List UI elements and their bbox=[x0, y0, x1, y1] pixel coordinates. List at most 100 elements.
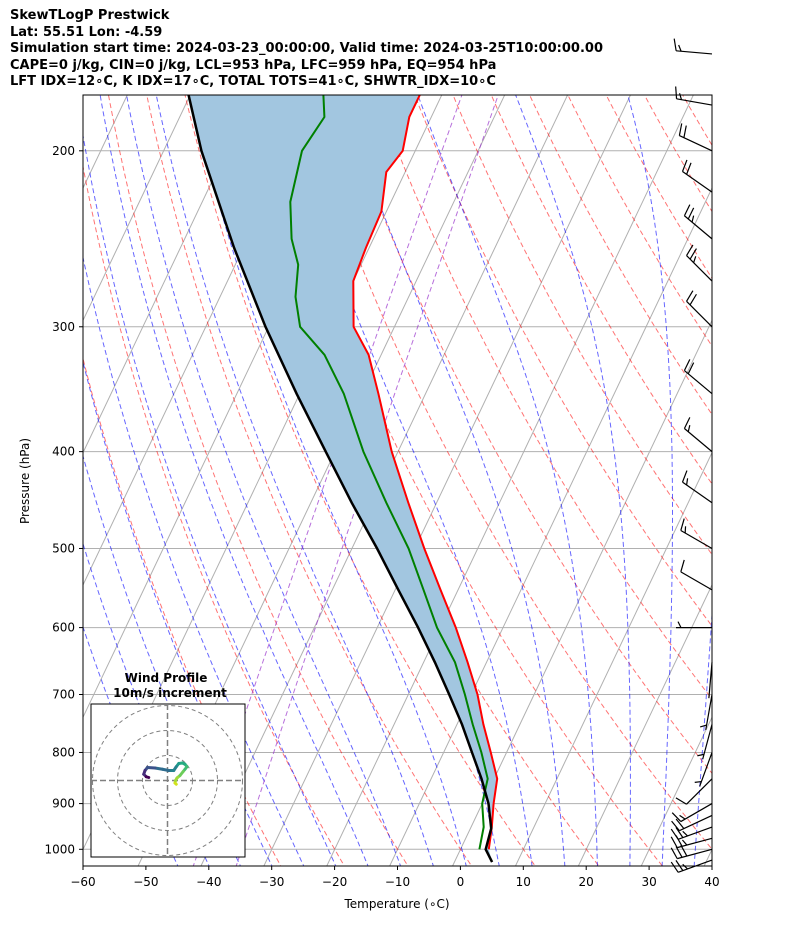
dry-adiabat bbox=[529, 95, 712, 416]
dry-adiabat bbox=[567, 95, 712, 347]
x-tick-label: −50 bbox=[133, 875, 158, 889]
moist-adiabat bbox=[417, 95, 598, 866]
wind-barb bbox=[670, 844, 713, 860]
x-tick-label: −30 bbox=[259, 875, 284, 889]
station-coordinates: Lat: 55.51 Lon: -4.59 bbox=[10, 24, 163, 40]
x-tick-label: 10 bbox=[516, 875, 531, 889]
wind-barb bbox=[678, 123, 713, 152]
moist-adiabat bbox=[99, 95, 369, 866]
inset-subtitle: 10m/s increment bbox=[113, 686, 227, 700]
dry-adiabat bbox=[605, 95, 712, 280]
x-axis-label: Temperature (∘C) bbox=[343, 897, 449, 911]
wind-barb bbox=[700, 694, 713, 731]
y-tick-label: 500 bbox=[52, 541, 75, 555]
moist-adiabat bbox=[83, 132, 337, 866]
wind-barb bbox=[675, 86, 713, 106]
dry-adiabat bbox=[83, 164, 345, 866]
wind-barb bbox=[671, 803, 713, 823]
dry-adiabat bbox=[452, 95, 712, 556]
dry-adiabat bbox=[609, 0, 794, 891]
wind-barb bbox=[683, 417, 713, 453]
y-tick-label: 900 bbox=[52, 797, 75, 811]
isotherm bbox=[0, 0, 14, 891]
y-axis-label: Pressure (hPa) bbox=[18, 438, 32, 524]
chart-header: SkewTLogP Prestwick Lat: 55.51 Lon: -4.5… bbox=[10, 8, 603, 91]
isotherm bbox=[326, 95, 694, 866]
x-tick-label: 0 bbox=[457, 875, 465, 889]
wind-barb bbox=[683, 359, 713, 395]
wind-barb bbox=[686, 290, 713, 328]
wind-barb bbox=[694, 752, 713, 787]
dry-adiabat bbox=[704, 0, 794, 891]
moist-adiabat bbox=[126, 95, 402, 866]
dry-adiabat bbox=[640, 0, 794, 891]
moist-adiabat bbox=[627, 95, 673, 866]
y-tick-label: 600 bbox=[52, 621, 75, 635]
isotherm bbox=[263, 95, 632, 866]
wind-barb bbox=[676, 621, 712, 629]
dry-adiabat bbox=[184, 95, 536, 866]
mixing-ratio-line bbox=[235, 95, 499, 866]
isotherm bbox=[452, 319, 712, 866]
wind-barb bbox=[680, 559, 713, 591]
dry-adiabat bbox=[414, 95, 712, 627]
wind-barb bbox=[697, 724, 713, 760]
parcel-profile bbox=[187, 95, 494, 863]
wind-barb bbox=[681, 470, 713, 504]
simulation-times: Simulation start time: 2024-03-23_00:00:… bbox=[10, 41, 603, 56]
dry-adiabat bbox=[83, 356, 282, 866]
wind-barb bbox=[683, 204, 713, 240]
temperature-profile bbox=[352, 95, 499, 850]
x-tick-label: −40 bbox=[196, 875, 221, 889]
moist-adiabat bbox=[83, 255, 305, 866]
moist-adiabat bbox=[724, 0, 794, 891]
dry-adiabat bbox=[375, 95, 712, 700]
wind-barb bbox=[680, 518, 713, 549]
y-tick-label: 800 bbox=[52, 745, 75, 759]
wind-barb bbox=[681, 159, 713, 193]
stability-indices-2: LFT IDX=12∘C, K IDX=17∘C, TOTAL TOTS=41∘… bbox=[10, 74, 496, 89]
x-tick-label: −10 bbox=[385, 875, 410, 889]
moist-adiabat bbox=[189, 95, 467, 866]
y-tick-label: 400 bbox=[52, 445, 75, 459]
inset-title: Wind Profile bbox=[125, 671, 208, 685]
wind-barb bbox=[675, 778, 713, 805]
y-tick-label: 700 bbox=[52, 688, 75, 702]
y-tick-label: 200 bbox=[52, 144, 75, 158]
dry-adiabat bbox=[672, 0, 794, 891]
isotherm bbox=[514, 451, 712, 866]
wind-barb bbox=[671, 814, 713, 832]
moist-adiabat bbox=[515, 95, 631, 866]
station-title: SkewTLogP Prestwick bbox=[10, 8, 170, 23]
dry-adiabat bbox=[577, 0, 794, 891]
isotherm bbox=[83, 95, 254, 454]
moist-adiabat bbox=[155, 95, 434, 866]
wind-barb bbox=[708, 662, 713, 699]
x-tick-label: −60 bbox=[70, 875, 95, 889]
dry-adiabat bbox=[682, 95, 712, 147]
wind-profile-inset: Wind Profile 10m/s increment bbox=[90, 671, 246, 858]
x-tick-label: 20 bbox=[579, 875, 594, 889]
isotherm bbox=[577, 583, 712, 866]
wind-barb bbox=[686, 244, 713, 282]
dry-adiabat bbox=[146, 95, 473, 866]
cape-shading bbox=[188, 95, 498, 863]
isotherm bbox=[703, 848, 712, 866]
wind-barb bbox=[673, 38, 713, 55]
dry-adiabat bbox=[490, 95, 712, 485]
dry-adiabat bbox=[643, 95, 712, 213]
moist-adiabat bbox=[279, 95, 533, 866]
stability-indices-1: CAPE=0 j/kg, CIN=0 j/kg, LCL=953 hPa, LF… bbox=[10, 57, 497, 73]
isotherm bbox=[389, 186, 712, 866]
y-tick-label: 1000 bbox=[44, 842, 75, 856]
moist-adiabat bbox=[340, 95, 566, 866]
dry-adiabat bbox=[735, 0, 794, 891]
isotherm bbox=[83, 95, 317, 587]
x-tick-label: −20 bbox=[322, 875, 347, 889]
isotherm bbox=[200, 95, 569, 866]
dewpoint-profile bbox=[289, 95, 489, 850]
y-tick-label: 300 bbox=[52, 320, 75, 334]
x-tick-label: 30 bbox=[641, 875, 656, 889]
dry-adiabat bbox=[107, 95, 409, 866]
